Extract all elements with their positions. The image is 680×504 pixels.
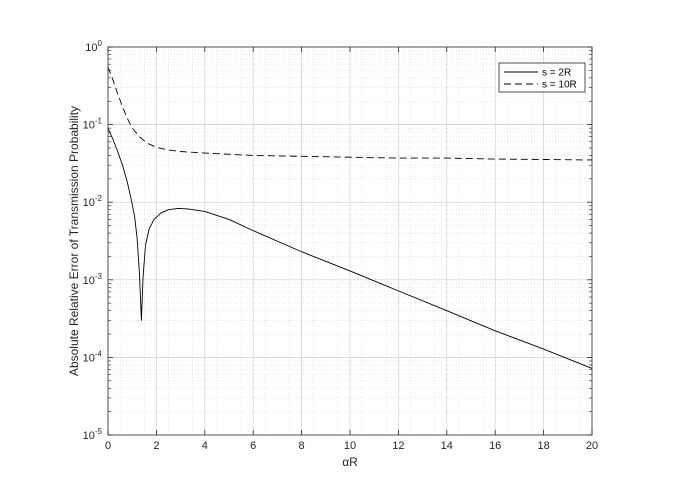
x-tick-label: 14 [441,440,453,452]
y-tick-base: 10 [83,352,95,364]
y-tick-base: 10 [83,275,95,287]
x-tick-label: 12 [392,440,404,452]
y-tick-exponent: -2 [95,194,103,203]
x-tick-label: 16 [489,440,501,452]
y-tick-base: 10 [83,197,95,209]
y-tick-label: 10-2 [83,194,103,209]
legend-label-s10r: s = 10R [542,80,577,91]
y-tick-label: 10-5 [83,427,103,442]
y-axis-label: Absolute Relative Error of Transmission … [67,106,81,376]
legend-box [498,62,586,93]
x-tick-label: 2 [153,440,159,452]
y-tick-exponent: -1 [95,117,103,126]
x-axis-label: αR [342,455,358,469]
y-tick-exponent: 0 [98,39,103,48]
x-tick-label: 18 [537,440,549,452]
y-tick-label: 10-3 [83,272,103,287]
y-tick-exponent: -5 [95,427,103,436]
legend: s = 2R s = 10R [498,62,586,93]
major-grid [108,47,592,435]
x-tick-label: 6 [250,440,256,452]
series-layer [107,66,593,369]
tick-marks [107,46,593,436]
x-tick-label: 20 [586,440,598,452]
x-tick-label: 10 [344,440,356,452]
y-tick-exponent: -4 [95,349,103,358]
x-tick-label: 4 [202,440,208,452]
y-tick-label: 10-4 [83,349,103,364]
y-tick-base: 10 [85,42,97,54]
y-tick-label: 10-1 [83,117,103,132]
x-tick-label: 8 [299,440,305,452]
y-tick-label: 100 [85,39,102,54]
y-tick-base: 10 [83,120,95,132]
x-tick-labels: 0 2 4 6 8 10 12 14 16 18 20 [105,440,598,452]
legend-label-s2r: s = 2R [542,68,571,79]
series-line-s10r [107,66,593,161]
x-tick-label: 0 [105,440,111,452]
series-line-s2r [107,127,593,369]
y-tick-base: 10 [83,430,95,442]
y-tick-exponent: -3 [95,272,103,281]
